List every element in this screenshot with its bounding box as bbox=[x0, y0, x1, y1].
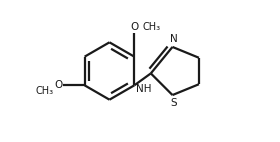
Text: N: N bbox=[169, 34, 177, 44]
Text: CH₃: CH₃ bbox=[143, 22, 161, 32]
Text: CH₃: CH₃ bbox=[35, 86, 53, 96]
Text: S: S bbox=[170, 98, 177, 108]
Text: O: O bbox=[130, 22, 138, 32]
Text: O: O bbox=[54, 80, 62, 90]
Text: NH: NH bbox=[136, 84, 151, 94]
